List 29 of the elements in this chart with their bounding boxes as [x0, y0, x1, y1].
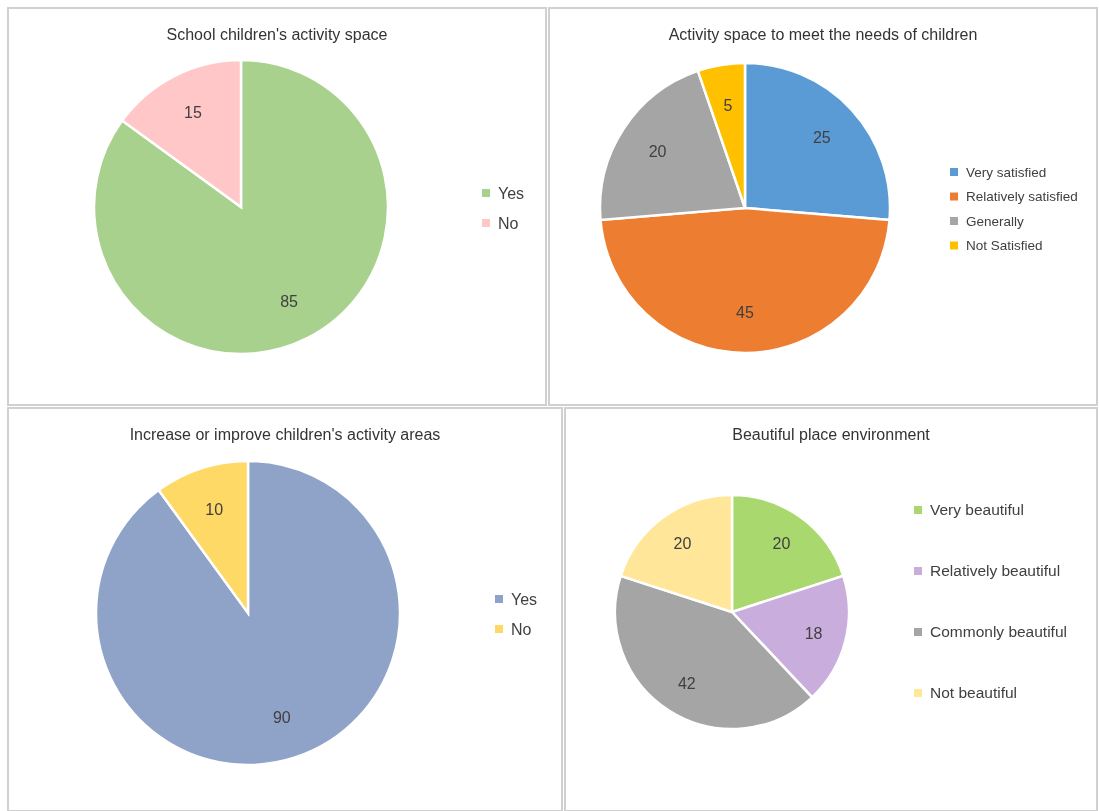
- data-label: 25: [812, 128, 831, 146]
- data-label: 85: [280, 292, 299, 310]
- data-label: 10: [205, 500, 224, 518]
- data-label: 42: [677, 674, 696, 692]
- data-label: 18: [804, 624, 823, 642]
- data-label: 20: [648, 142, 667, 160]
- legend-label: Very satisfied: [966, 164, 1047, 180]
- chart-title: Beautiful place environment: [732, 426, 931, 443]
- data-label: 15: [184, 104, 202, 122]
- chart-title: Activity space to meet the needs of children: [668, 26, 978, 43]
- pie-slice: [92, 58, 390, 356]
- legend-label: Commonly beautiful: [930, 623, 1067, 641]
- legend-label: No: [498, 214, 519, 232]
- legend-label: Not beautiful: [930, 684, 1018, 702]
- data-label: 90: [272, 708, 291, 726]
- chart-title: Increase or improve children's activity areas: [129, 426, 441, 443]
- legend-label: Not Satisfied: [966, 238, 1043, 254]
- chart-title: School children's activity space: [166, 26, 388, 43]
- legend-label: Very beautiful: [930, 501, 1024, 519]
- legend-label: Relatively beautiful: [930, 562, 1061, 580]
- legend-label: No: [511, 620, 532, 638]
- data-label: 5: [723, 96, 733, 114]
- data-label: 20: [772, 535, 791, 553]
- legend-label: Relatively satisfied: [966, 189, 1078, 205]
- data-label: 45: [736, 304, 754, 321]
- data-label: 20: [673, 535, 692, 553]
- legend-label: Yes: [498, 184, 525, 202]
- legend-label: Yes: [511, 590, 538, 608]
- legend-label: Generally: [966, 213, 1025, 229]
